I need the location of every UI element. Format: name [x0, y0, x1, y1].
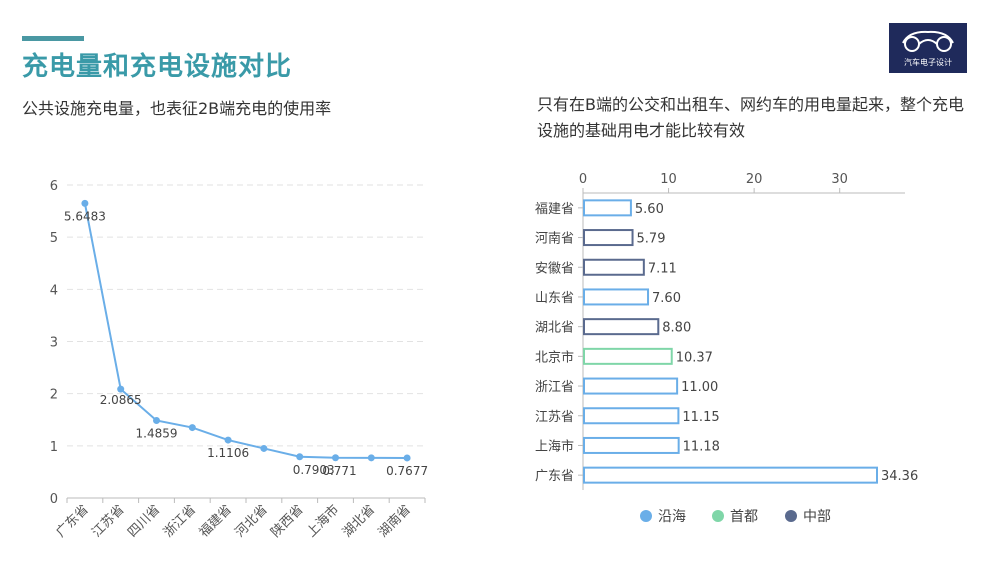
- bar: [583, 258, 645, 276]
- data-point: [153, 416, 160, 424]
- bar-value-label: 7.60: [652, 291, 681, 306]
- y-tick-label: 0: [50, 492, 58, 507]
- bar: [583, 318, 660, 336]
- bar-value-label: 11.18: [683, 439, 720, 454]
- y-tick-label: 安徽省: [535, 261, 574, 276]
- y-tick-label: 山东省: [535, 291, 574, 306]
- y-tick-label: 4: [50, 283, 58, 298]
- y-tick-label: 广东省: [535, 469, 574, 484]
- logo-text: 汽车电子设计: [904, 58, 952, 67]
- bar-value-label: 11.00: [681, 380, 718, 395]
- data-point: [81, 199, 89, 207]
- y-tick-label: 北京市: [535, 349, 574, 365]
- bar: [583, 466, 878, 484]
- x-tick-label: 江苏省: [89, 502, 128, 541]
- data-label: 1.1106: [207, 446, 249, 460]
- car-logo-icon: [902, 30, 954, 52]
- bar-value-label: 8.80: [662, 321, 691, 336]
- bar-value-label: 5.60: [635, 202, 664, 217]
- bar: [583, 407, 680, 425]
- data-point: [188, 424, 196, 432]
- data-label: 1.4859: [136, 426, 178, 440]
- data-label: 0.7903: [293, 463, 335, 477]
- bar: [583, 347, 673, 365]
- data-point: [403, 454, 411, 462]
- line-chart: 01234565.64832.08651.48591.11060.79030.7…: [50, 179, 428, 541]
- legend-label: 首都: [730, 509, 758, 525]
- data-label: 2.0865: [100, 393, 142, 407]
- title-accent-bar: [22, 36, 84, 41]
- right-subtitle: 只有在B端的公交和出租车、网约车的用电量起来，整个充电设施的基础用电才能比较有效: [537, 95, 964, 140]
- y-tick-label: 湖北省: [535, 321, 574, 336]
- x-tick-label: 30: [831, 172, 848, 187]
- legend-marker: [785, 510, 797, 522]
- bar: [583, 377, 679, 395]
- x-tick-label: 陕西省: [268, 502, 306, 540]
- bar-value-label: 5.79: [637, 232, 666, 247]
- x-tick-label: 20: [746, 172, 763, 187]
- bar-value-label: 7.11: [648, 261, 677, 276]
- legend-marker: [712, 510, 724, 522]
- bar-value-label: 11.15: [682, 410, 719, 425]
- bar: [583, 288, 650, 306]
- x-tick-label: 上海市: [303, 502, 342, 541]
- x-tick-label: 广东省: [54, 502, 92, 540]
- bar: [583, 436, 680, 454]
- series-line: [83, 203, 408, 459]
- bar-value-label: 34.36: [881, 469, 918, 484]
- data-label: 5.6483: [64, 209, 106, 223]
- legend-marker: [640, 510, 652, 522]
- bar-chart: 0 10 20 30 福建省 5.60 河南省 5.79 安徽省 7.11 山东省 7.60 湖北省 8.…: [535, 172, 918, 525]
- y-tick-label: 5: [50, 231, 58, 246]
- page-title: 充电量和充电设施对比: [22, 52, 293, 82]
- y-tick-label: 浙江省: [535, 380, 574, 395]
- x-tick-label: 浙江省: [161, 502, 199, 540]
- data-point: [117, 385, 125, 393]
- brand-logo: 汽车电子设计: [889, 23, 967, 73]
- bar: [583, 229, 634, 247]
- x-tick-label: 福建省: [197, 502, 235, 540]
- data-point: [296, 453, 304, 461]
- x-tick-label: 四川省: [125, 502, 163, 540]
- data-label: 0.7677: [386, 464, 428, 478]
- y-tick-label: 6: [50, 179, 58, 194]
- x-tick-label: 0: [579, 172, 587, 187]
- y-tick-label: 3: [50, 336, 58, 351]
- y-tick-label: 上海市: [535, 438, 574, 454]
- y-tick-label: 福建省: [535, 202, 574, 217]
- data-label: 0.771: [322, 464, 356, 478]
- legend-label: 中部: [803, 509, 831, 525]
- y-tick-label: 江苏省: [535, 409, 574, 425]
- bar: [583, 199, 632, 217]
- y-tick-label: 1: [50, 440, 58, 455]
- data-point: [260, 444, 268, 452]
- bar-value-label: 10.37: [676, 350, 713, 365]
- data-point: [332, 454, 339, 462]
- y-tick-label: 2: [50, 388, 58, 403]
- x-tick-label: 10: [660, 172, 677, 187]
- left-subtitle: 公共设施充电量，也表征2B端充电的使用率: [22, 99, 332, 118]
- y-tick-label: 河南省: [535, 231, 574, 247]
- x-tick-label: 河北省: [233, 502, 271, 540]
- x-tick-label: 湖北省: [340, 502, 378, 540]
- x-tick-label: 湖南省: [375, 502, 414, 541]
- legend-label: 沿海: [658, 509, 686, 525]
- data-point: [224, 436, 232, 444]
- data-point: [367, 454, 375, 462]
